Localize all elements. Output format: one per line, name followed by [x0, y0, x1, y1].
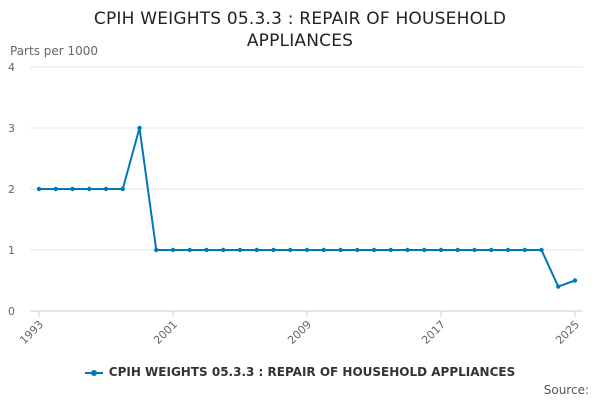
data-point-1997	[103, 186, 109, 192]
data-point-2012	[355, 247, 360, 253]
y-tick-label-4: 4	[8, 61, 15, 74]
data-point-2021	[505, 247, 511, 253]
data-point-2011	[338, 247, 343, 253]
chart-title-line-1: CPIH WEIGHTS 05.3.3 : REPAIR OF HOUSEHOL…	[93, 9, 507, 29]
data-point-2024	[556, 284, 561, 289]
x-tick-label-1993: 1993	[17, 318, 46, 347]
source-label: Source:	[543, 383, 589, 397]
x-tick-label-2025: 2025	[553, 318, 582, 347]
x-tick-label-2017: 2017	[419, 318, 448, 347]
y-tick-label-0: 0	[8, 305, 15, 318]
x-axis-ticks: 1993 2001 2009 2017 2025	[17, 311, 582, 347]
y-axis-ticks: 0 1 2 3 4	[8, 61, 15, 318]
x-tick-label-2001: 2001	[151, 318, 180, 347]
data-point-2008	[288, 247, 293, 253]
x-tick-label-2009: 2009	[285, 318, 314, 347]
data-point-2005	[237, 247, 243, 253]
data-point-2017	[438, 247, 444, 253]
y-axis-label: Parts per 1000	[10, 44, 99, 58]
series-line	[39, 127, 576, 288]
data-point-2022	[522, 247, 527, 253]
chart-title-line-2: APPLIANCES	[246, 31, 354, 51]
data-point-1998	[120, 186, 125, 192]
data-point-2004	[221, 247, 226, 253]
data-point-1999	[137, 125, 142, 131]
data-point-2003	[204, 247, 209, 253]
data-point-2016	[422, 247, 427, 253]
data-point-2010	[321, 247, 326, 253]
y-tick-label-1: 1	[8, 244, 15, 257]
data-point-1995	[70, 186, 75, 192]
data-point-2014	[388, 247, 393, 253]
data-point-1993	[36, 186, 42, 192]
data-point-2019	[472, 247, 477, 253]
data-point-2020	[489, 247, 494, 253]
data-point-2002	[187, 247, 192, 253]
data-point-2001	[170, 247, 176, 253]
data-point-2018	[455, 247, 460, 253]
y-tick-label-3: 3	[8, 122, 15, 135]
data-point-2013	[371, 247, 377, 253]
data-point-1994	[53, 186, 58, 192]
legend-marker	[84, 369, 103, 377]
series-group	[36, 125, 578, 289]
data-point-2009	[304, 247, 310, 253]
data-point-2000	[154, 247, 159, 253]
data-point-2006	[254, 247, 259, 253]
data-point-1996	[87, 186, 92, 192]
data-point-2023	[539, 247, 544, 253]
legend-label: CPIH WEIGHTS 05.3.3 : REPAIR OF HOUSEHOL…	[108, 365, 516, 379]
data-point-2007	[271, 247, 276, 253]
legend[interactable]: CPIH WEIGHTS 05.3.3 : REPAIR OF HOUSEHOL…	[0, 365, 600, 379]
data-point-2015	[405, 247, 410, 253]
y-tick-label-2: 2	[8, 183, 15, 196]
chart-title: CPIH WEIGHTS 05.3.3 : REPAIR OF HOUSEHOL…	[0, 8, 600, 52]
data-point-2025	[572, 278, 578, 283]
